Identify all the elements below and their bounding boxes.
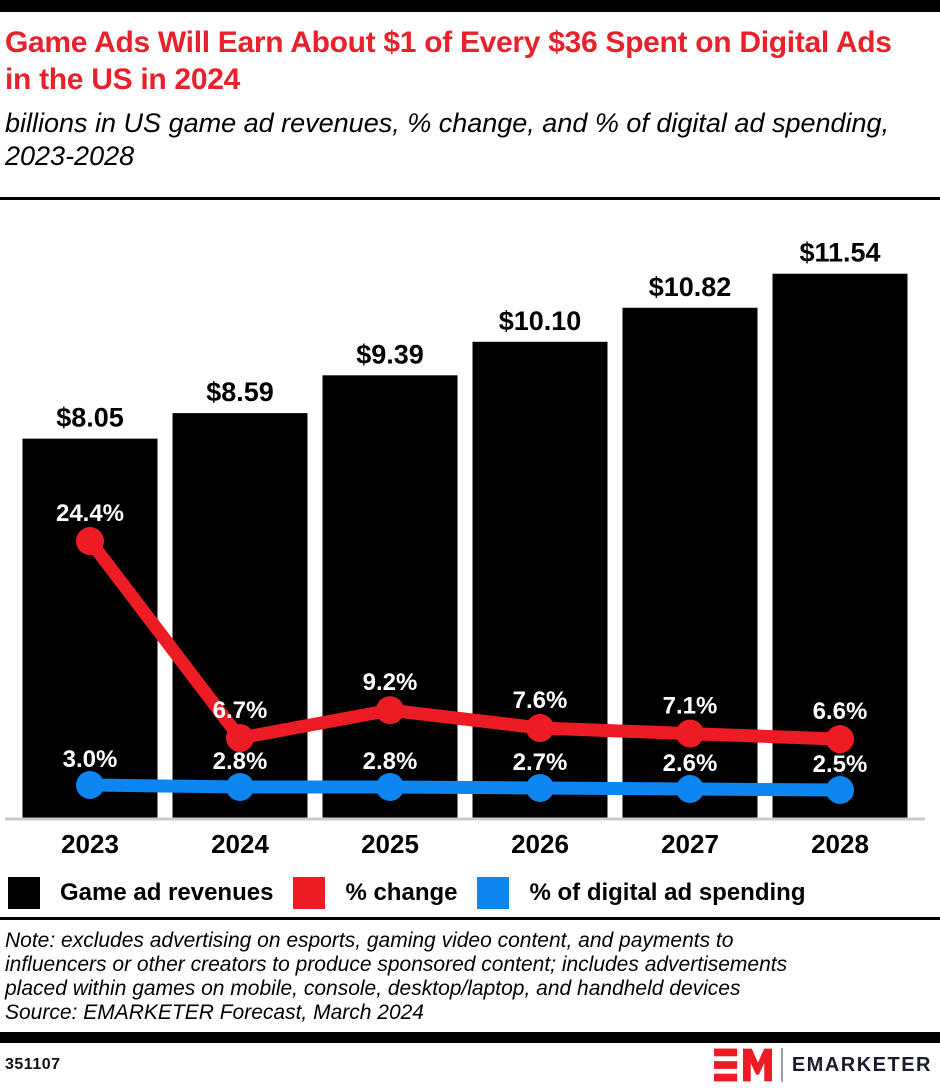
bar-2026 <box>472 341 608 819</box>
note-divider <box>0 917 940 920</box>
digital-ad-spending-point <box>526 774 554 802</box>
percent-change-point <box>826 725 854 754</box>
legend-label: % of digital ad spending <box>529 878 806 906</box>
percent-change-label: 7.6% <box>513 687 568 714</box>
chart-title: Game Ads Will Earn About $1 of Every $36… <box>5 26 892 96</box>
digital-ad-spending-label: 2.8% <box>213 748 268 775</box>
x-tick-2023: 2023 <box>61 829 119 859</box>
legend-item-percent-digital-ad-spending: % of digital ad spending <box>477 876 825 909</box>
legend-swatch-black-icon <box>8 876 40 909</box>
bar-value-label: $10.10 <box>499 306 582 336</box>
percent-change-label: 24.4% <box>56 500 124 527</box>
legend-label: % change <box>345 878 458 906</box>
chart-legend: Game ad revenues % change % of digital a… <box>0 868 940 917</box>
emarketer-logo: EMARKETER <box>713 1048 932 1082</box>
legend-item-percent-change: % change <box>293 876 477 909</box>
bar-value-label: $10.82 <box>649 272 732 302</box>
chart-subtitle: billions in US game ad revenues, % chang… <box>5 108 890 171</box>
legend-item-game-ad-revenues: Game ad revenues <box>8 876 293 909</box>
legend-swatch-blue-icon <box>477 876 510 909</box>
digital-ad-spending-point <box>376 773 404 801</box>
footnote-block: Note: excludes advertising on esports, g… <box>0 920 940 1025</box>
digital-ad-spending-line <box>89 778 841 797</box>
digital-ad-spending-label: 2.6% <box>663 750 718 777</box>
combo-chart-canvas: $8.05 $8.59 $9.39 $10.10 $10.82 $11.54 24.4% 6.… <box>0 200 940 868</box>
bar-value-label: $8.59 <box>206 377 274 407</box>
x-tick-2025: 2025 <box>361 829 419 859</box>
source-line: Source: EMARKETER Forecast, March 2024 <box>5 1001 424 1024</box>
digital-ad-spending-point <box>676 775 704 803</box>
brand-name: EMARKETER <box>791 1053 932 1076</box>
percent-change-point <box>226 724 254 753</box>
x-tick-2026: 2026 <box>511 829 569 859</box>
chart-header: Game Ads Will Earn About $1 of Every $36… <box>0 12 940 173</box>
footer: 351107 EMARKETER <box>0 1043 940 1087</box>
footer-accent-bar <box>0 1032 940 1043</box>
percent-change-label: 6.7% <box>213 697 268 724</box>
legend-label: Game ad revenues <box>60 878 274 906</box>
note-line: placed within games on mobile, console, … <box>5 977 741 1000</box>
note-line: influencers or other creators to produce… <box>5 953 788 976</box>
em-logo-mark-icon <box>713 1048 772 1082</box>
header-divider <box>0 197 940 200</box>
percent-change-label: 6.6% <box>813 698 868 725</box>
percent-change-point <box>376 696 404 725</box>
digital-ad-spending-point <box>76 771 104 799</box>
percent-change-point <box>76 527 104 556</box>
bar-value-label: $9.39 <box>356 339 424 369</box>
percent-change-label: 7.1% <box>663 693 718 720</box>
bar-2023 <box>22 438 158 819</box>
percent-change-point <box>676 719 704 748</box>
bar-value-label: $11.54 <box>799 238 880 268</box>
digital-ad-spending-label: 3.0% <box>63 746 118 773</box>
bar-value-label: $8.05 <box>56 403 124 433</box>
digital-ad-spending-label: 2.7% <box>513 749 568 776</box>
digital-ad-spending-label: 2.8% <box>363 748 418 775</box>
logo-divider <box>780 1048 783 1082</box>
top-accent-bar <box>0 0 940 12</box>
note-line: Note: excludes advertising on esports, g… <box>5 929 734 952</box>
bar-2025 <box>322 375 458 819</box>
x-tick-2024: 2024 <box>211 829 269 859</box>
percent-change-label: 9.2% <box>363 669 418 696</box>
digital-ad-spending-point <box>226 773 254 801</box>
digital-ad-spending-label: 2.5% <box>813 751 868 778</box>
legend-swatch-red-icon <box>293 876 326 909</box>
percent-change-line <box>84 537 841 746</box>
x-tick-2028: 2028 <box>811 829 869 859</box>
percent-change-point <box>526 714 554 743</box>
chart-id: 351107 <box>5 1056 61 1073</box>
digital-ad-spending-point <box>826 776 854 804</box>
x-tick-2027: 2027 <box>661 829 719 859</box>
